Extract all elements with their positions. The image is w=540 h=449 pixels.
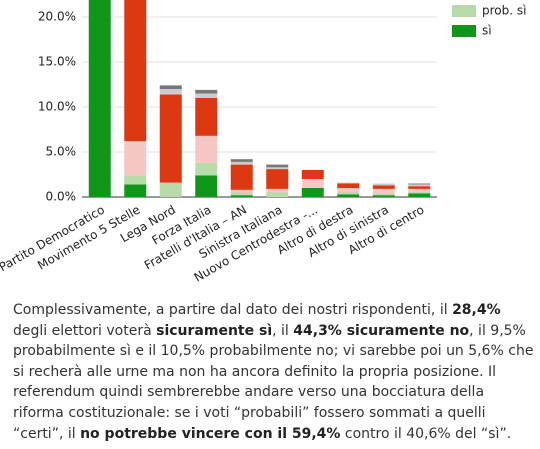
bar-segment (408, 191, 431, 194)
bar-segment (337, 194, 360, 197)
text-run: Complessivamente, a partire dal dato dei… (13, 302, 453, 318)
bold-text: 44,3% sicuramente no (293, 322, 470, 339)
bar-segment (337, 183, 360, 188)
bar-segment (195, 93, 218, 98)
bar-segment (301, 179, 324, 188)
bar-segment (372, 185, 395, 189)
legend-label: prob. sì (482, 4, 526, 18)
bold-text: sicuramente sì (156, 322, 273, 339)
y-tick-label: 20.0% (38, 10, 76, 24)
y-tick-label: 0.0% (46, 190, 77, 204)
text-run: , il 9,5% probabilmente sì e il 10,5% pr… (13, 322, 534, 442)
bar-segment (408, 188, 431, 192)
bar-segment (195, 135, 218, 163)
bar-segment (230, 189, 253, 193)
text-run: degli elettori voterà (13, 322, 157, 339)
bar-segment (408, 184, 431, 187)
bar-segment (230, 195, 253, 197)
bar-segment (266, 164, 289, 168)
bar-segment (230, 164, 253, 190)
bar-segment (124, 141, 147, 176)
legend-swatch (452, 25, 476, 37)
bold-text: 28,4% (452, 302, 501, 318)
y-tick-label: 15.0% (38, 55, 76, 69)
chart: 0.0%5.0%10.0%15.0%20.0%Partito Democrati… (0, 0, 526, 285)
bar-segment (124, 184, 147, 197)
bar-segment (337, 182, 360, 184)
bar-segment (372, 183, 395, 186)
bar-segment (301, 188, 324, 197)
text-run: contro il 40,6% del “sì”. (340, 425, 512, 442)
bar-segment (408, 183, 431, 185)
y-tick-label: 5.0% (46, 145, 77, 159)
bar-segment (159, 89, 182, 95)
bar-segment (195, 175, 218, 197)
bar-segment (124, 0, 147, 142)
bar-segment (195, 162, 218, 176)
bar-segment (372, 188, 395, 194)
paragraph: Complessivamente, a partire dal dato dei… (13, 300, 535, 444)
bar-segment (266, 169, 289, 189)
bar-segment (124, 175, 147, 185)
bar-segment (372, 195, 395, 197)
bar-segment (301, 170, 324, 179)
y-tick-label: 10.0% (38, 100, 76, 114)
text-run: , il (272, 322, 294, 339)
bar-segment (230, 159, 253, 162)
bar-segment (159, 183, 182, 197)
bar-segment (337, 188, 360, 193)
legend-label: sì (482, 24, 492, 38)
bar-segment (88, 0, 111, 197)
bar-segment (230, 161, 253, 165)
bar-segment (159, 182, 182, 184)
bar-segment (408, 186, 431, 189)
bar-segment (195, 98, 218, 136)
bar-segment (195, 89, 218, 94)
bar-segment (266, 167, 289, 170)
bar-segment (372, 193, 395, 196)
bar-segment (408, 193, 431, 197)
bar-segment (337, 192, 360, 195)
bar-segment (159, 94, 182, 183)
bold-text: no potrebbe vincere con il 59,4% (80, 425, 341, 442)
bar-segment (266, 192, 289, 197)
bar-segment (230, 192, 253, 196)
bar-segment (266, 188, 289, 193)
legend-swatch (452, 5, 476, 17)
bar-segment (159, 85, 182, 89)
